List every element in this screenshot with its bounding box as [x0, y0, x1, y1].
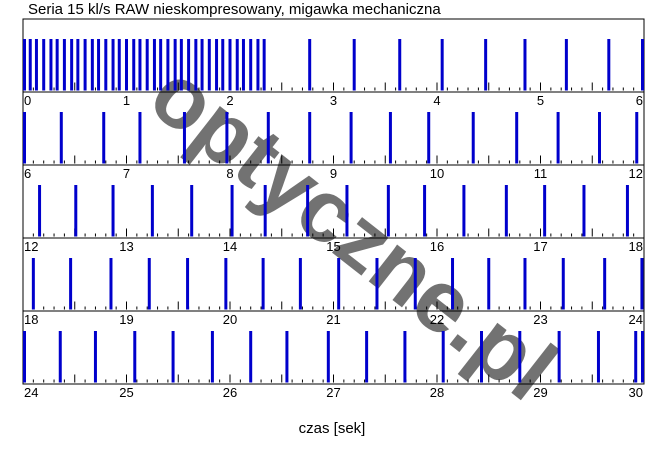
tick-label: 28 [430, 385, 444, 400]
timeline-row-5: 24 25 26 27 28 29 30 [22, 310, 645, 400]
tick-label: 27 [326, 385, 340, 400]
tick-label: 19 [119, 312, 133, 327]
tick-label: 11 [534, 166, 548, 181]
tick-label: 10 [430, 166, 444, 181]
tick-label: 12 [24, 239, 38, 254]
tick-label: 3 [330, 93, 337, 108]
tick-label: 14 [223, 239, 237, 254]
timeline-row-1: 0 1 2 3 4 5 6 [22, 18, 645, 108]
tick-label: 2 [226, 93, 233, 108]
tick-label: 25 [119, 385, 133, 400]
watermark-text: optyczne.pl [133, 43, 575, 419]
timeline-row-3: 12 13 14 15 16 17 18 [22, 164, 645, 254]
tick-label: 9 [330, 166, 337, 181]
tick-label: 29 [533, 385, 547, 400]
tick-label: 18 [24, 312, 38, 327]
tick-label: 24 [629, 312, 643, 327]
tick-label: 8 [226, 166, 233, 181]
tick-label: 17 [533, 239, 547, 254]
tick-label: 23 [533, 312, 547, 327]
row-frame [22, 18, 645, 93]
tick-label: 24 [24, 385, 38, 400]
tick-label: 15 [326, 239, 340, 254]
timeline-row-4: 18 19 20 21 22 23 24 [22, 237, 645, 327]
tick-label: 6 [636, 93, 643, 108]
tick-label: 12 [629, 166, 643, 181]
tick-label: 30 [629, 385, 643, 400]
tick-label: 21 [326, 312, 340, 327]
tick-label: 6 [24, 166, 31, 181]
tick-label: 26 [223, 385, 237, 400]
tick-label: 13 [119, 239, 133, 254]
x-axis-label: czas [sek] [299, 420, 366, 437]
tick-label: 0 [24, 93, 31, 108]
tick-label: 1 [123, 93, 130, 108]
tick-label: 5 [537, 93, 544, 108]
chart-title: Seria 15 kl/s RAW nieskompresowany, miga… [28, 1, 441, 18]
tick-label: 7 [123, 166, 130, 181]
tick-label: 20 [223, 312, 237, 327]
tick-label: 18 [629, 239, 643, 254]
tick-label: 22 [430, 312, 444, 327]
tick-label: 16 [430, 239, 444, 254]
tick-label: 4 [433, 93, 440, 108]
